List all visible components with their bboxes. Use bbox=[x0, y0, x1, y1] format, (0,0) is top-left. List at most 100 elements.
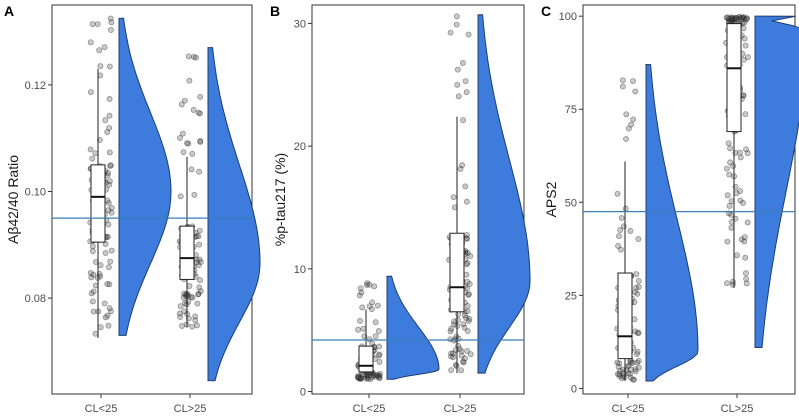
data-point bbox=[104, 129, 111, 135]
data-point bbox=[630, 78, 636, 84]
x-tick-label: CL<25 bbox=[85, 403, 118, 415]
data-point bbox=[197, 110, 203, 117]
panel-frame bbox=[51, 4, 253, 395]
y-tick-label: 75 bbox=[565, 104, 577, 116]
iqr-box bbox=[449, 232, 465, 313]
data-point bbox=[108, 27, 114, 33]
data-point bbox=[193, 259, 200, 266]
data-point bbox=[360, 325, 367, 332]
data-point bbox=[101, 44, 108, 51]
data-point bbox=[724, 165, 730, 172]
data-point bbox=[632, 88, 639, 95]
y-tick-label: 0.10 bbox=[25, 187, 46, 199]
data-point bbox=[454, 66, 461, 73]
half-violin bbox=[386, 275, 440, 380]
data-point bbox=[634, 359, 641, 366]
data-point bbox=[616, 360, 623, 367]
data-point bbox=[97, 324, 104, 331]
data-point bbox=[376, 343, 382, 350]
data-point bbox=[106, 149, 113, 156]
data-point bbox=[728, 198, 735, 204]
data-point bbox=[457, 165, 464, 172]
data-point bbox=[614, 190, 621, 197]
x-tick-label: CL<25 bbox=[612, 403, 645, 415]
data-point bbox=[617, 227, 624, 233]
data-point bbox=[628, 121, 634, 128]
data-point bbox=[467, 351, 474, 358]
data-point bbox=[188, 166, 195, 173]
data-points bbox=[176, 53, 204, 330]
data-point bbox=[356, 292, 363, 299]
iqr-box bbox=[179, 225, 195, 280]
data-point bbox=[450, 354, 457, 360]
data-point bbox=[634, 351, 640, 357]
data-point bbox=[375, 328, 382, 334]
data-point bbox=[453, 13, 460, 20]
iqr-box bbox=[358, 345, 374, 373]
data-point bbox=[179, 130, 186, 137]
y-axis-title: APS2 bbox=[543, 181, 559, 217]
data-point bbox=[105, 322, 112, 329]
data-point bbox=[104, 197, 111, 204]
group-cl-under-25 bbox=[355, 275, 440, 382]
panel-label: C bbox=[541, 3, 551, 19]
data-point bbox=[357, 285, 364, 292]
data-point bbox=[194, 322, 200, 329]
data-point bbox=[177, 303, 184, 309]
data-point bbox=[631, 376, 637, 383]
y-tick-label: 25 bbox=[565, 290, 577, 302]
data-point bbox=[635, 236, 642, 242]
data-point bbox=[728, 224, 735, 231]
data-point bbox=[357, 317, 363, 324]
data-point bbox=[628, 374, 634, 381]
data-point bbox=[108, 308, 114, 315]
data-point bbox=[178, 101, 185, 108]
data-point bbox=[729, 281, 736, 288]
data-point bbox=[178, 323, 185, 329]
data-point bbox=[619, 83, 626, 90]
data-point bbox=[740, 199, 746, 206]
data-point bbox=[724, 14, 731, 21]
data-point bbox=[463, 198, 470, 205]
group-cl-over-25 bbox=[446, 13, 531, 374]
data-point bbox=[177, 193, 184, 200]
data-point bbox=[728, 211, 735, 218]
data-point bbox=[448, 367, 455, 373]
y-tick-label: 10 bbox=[294, 264, 306, 276]
data-point bbox=[185, 53, 192, 60]
group-cl-under-25 bbox=[87, 15, 172, 339]
data-point bbox=[372, 319, 379, 326]
data-point bbox=[366, 281, 373, 288]
data-point bbox=[463, 261, 470, 268]
half-violin bbox=[645, 64, 699, 382]
panel-label: B bbox=[270, 3, 280, 19]
data-point bbox=[176, 310, 183, 317]
data-point bbox=[464, 302, 471, 309]
y-axis-title: Aβ42/40 Ratio bbox=[5, 155, 21, 244]
data-point bbox=[97, 262, 104, 269]
data-point bbox=[726, 202, 733, 209]
data-point bbox=[107, 258, 114, 265]
data-point bbox=[617, 368, 623, 374]
data-point bbox=[450, 194, 457, 200]
data-point bbox=[451, 321, 457, 328]
data-point bbox=[463, 89, 470, 96]
data-point bbox=[447, 29, 454, 36]
data-point bbox=[636, 364, 642, 371]
data-point bbox=[727, 145, 733, 152]
data-point bbox=[181, 97, 188, 104]
data-point bbox=[744, 219, 751, 226]
data-point bbox=[464, 348, 470, 354]
data-point bbox=[90, 308, 97, 315]
group-cl-over-25 bbox=[723, 14, 799, 349]
data-point bbox=[108, 209, 115, 216]
data-point bbox=[627, 227, 634, 234]
half-violin bbox=[477, 14, 531, 374]
data-point bbox=[176, 135, 183, 141]
iqr-box bbox=[90, 164, 106, 243]
data-point bbox=[97, 63, 104, 70]
data-point bbox=[108, 247, 115, 254]
data-point bbox=[743, 270, 749, 277]
data-point bbox=[104, 312, 111, 319]
